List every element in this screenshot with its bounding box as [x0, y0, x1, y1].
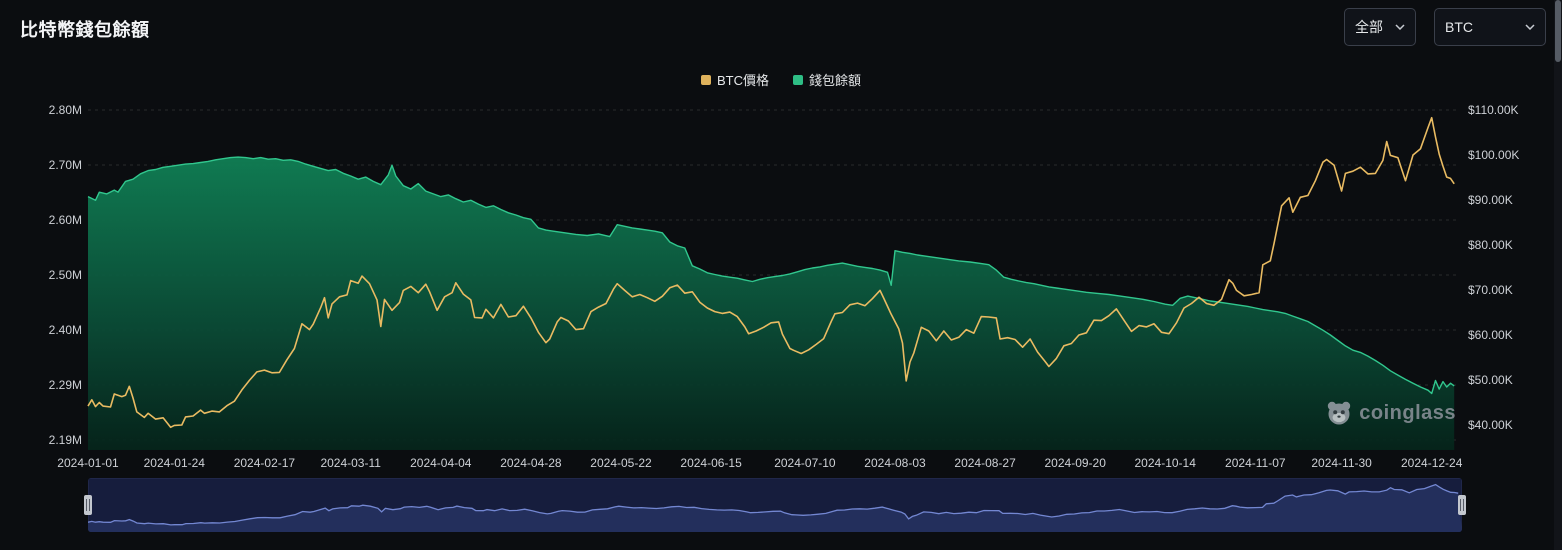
coin-select-value: BTC [1445, 19, 1473, 35]
page-title: 比特幣錢包餘額 [20, 20, 150, 40]
x-axis-label: 2024-01-24 [144, 456, 206, 470]
right-axis-label: $100.00K [1468, 148, 1519, 162]
wallet-balance-chart[interactable]: 2.80M 2.70M 2.60M 2.50M 2.40M 2.29M 2.19M $110.… [0, 96, 1562, 478]
x-axis-label: 2024-10-14 [1135, 456, 1197, 470]
navigator-chart[interactable] [88, 478, 1462, 532]
x-axis-label: 2024-04-28 [500, 456, 562, 470]
x-axis-label: 2024-03-11 [320, 456, 381, 470]
legend-label: 錢包餘額 [809, 73, 862, 88]
left-axis-label: 2.80M [49, 103, 82, 117]
legend-item-wallet-balance[interactable]: 錢包餘額 [793, 70, 861, 89]
chart-navigator[interactable] [84, 478, 1466, 532]
chart-legend: BTC價格 錢包餘額 [0, 70, 1562, 89]
wallet-balance-line [87, 156, 1455, 395]
right-axis-label: $80.00K [1468, 238, 1513, 252]
x-axis-label: 2024-01-01 [57, 456, 119, 470]
navigator-area [88, 484, 1462, 532]
coin-select[interactable]: BTC [1434, 8, 1546, 46]
chevron-down-icon [1525, 24, 1535, 30]
x-axis-label: 2024-11-07 [1225, 456, 1286, 470]
x-axis-label: 2024-02-17 [234, 456, 296, 470]
x-axis-label: 2024-08-03 [864, 456, 926, 470]
right-axis-label: $60.00K [1468, 328, 1513, 342]
left-axis-label: 2.29M [49, 378, 82, 392]
x-axis-label: 2024-05-22 [590, 456, 652, 470]
left-axis-label: 2.19M [49, 433, 82, 447]
left-axis-label: 2.50M [49, 268, 82, 282]
navigator-right-handle[interactable] [1458, 495, 1466, 515]
btc-price-line [87, 116, 1455, 429]
left-axis-label: 2.40M [49, 323, 82, 337]
right-axis-label: $50.00K [1468, 373, 1513, 387]
right-axis-label: $110.00K [1468, 103, 1519, 117]
wallet-balance-swatch [793, 74, 803, 85]
chart-controls: 全部 BTC [1344, 8, 1546, 46]
navigator-line [88, 483, 1459, 526]
x-axis-label: 2024-08-27 [954, 456, 1016, 470]
wallet-balance-area [88, 157, 1455, 450]
right-axis-label: $40.00K [1468, 418, 1513, 432]
x-axis-label: 2024-04-04 [410, 456, 472, 470]
btc-price-swatch [700, 74, 711, 85]
x-axis-label: 2024-07-10 [774, 456, 836, 470]
right-axis-label: $90.00K [1468, 193, 1513, 207]
page-scrollbar[interactable] [1554, 0, 1562, 550]
legend-label: BTC價格 [716, 73, 769, 88]
left-axis-label: 2.70M [49, 158, 82, 172]
left-axis-label: 2.60M [49, 213, 82, 227]
time-range-select[interactable]: 全部 [1344, 8, 1416, 46]
legend-item-btc-price[interactable]: BTC價格 [700, 70, 769, 89]
right-axis-label: $70.00K [1468, 283, 1513, 297]
time-range-value: 全部 [1355, 19, 1383, 35]
x-axis-label: 2024-06-15 [680, 456, 742, 470]
scrollbar-thumb[interactable] [1555, 0, 1561, 62]
navigator-left-handle[interactable] [84, 495, 92, 515]
x-axis-label: 2024-11-30 [1311, 456, 1372, 470]
x-axis-label: 2024-12-24 [1401, 456, 1463, 470]
chevron-down-icon [1395, 24, 1405, 30]
x-axis-label: 2024-09-20 [1045, 456, 1107, 470]
